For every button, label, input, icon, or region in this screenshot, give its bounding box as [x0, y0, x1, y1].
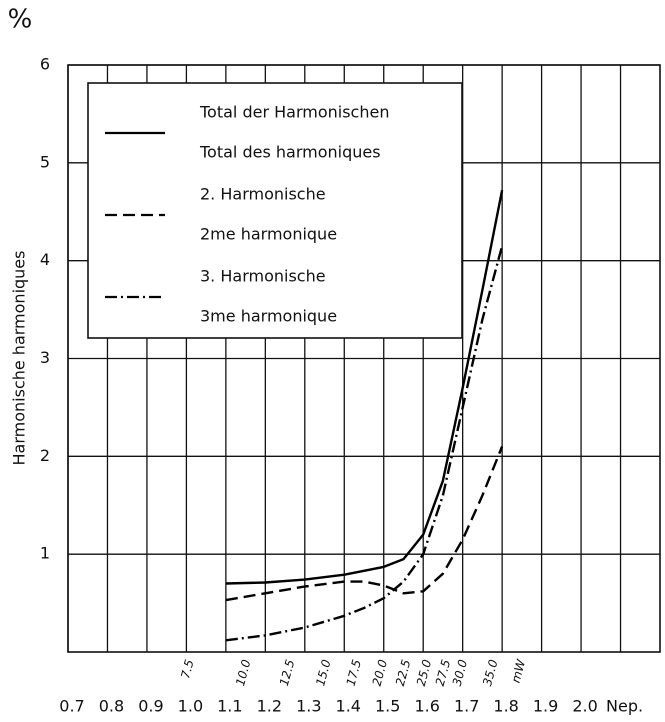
x2-tick-label: 27.5 [433, 658, 453, 687]
x2-tick-label: mW [509, 657, 529, 684]
unit-label: % [8, 5, 33, 35]
x-tick-label: 1.0 [178, 697, 203, 716]
legend-label: 2. Harmonische [200, 185, 326, 204]
y-tick-label: 5 [40, 152, 50, 171]
legend-box [87, 82, 463, 339]
y-tick-label: 2 [40, 446, 50, 465]
x-tick-label: 1.2 [257, 697, 282, 716]
series-line [225, 245, 504, 642]
x-tick-label: 1.9 [533, 697, 558, 716]
legend-label: 3me harmonique [200, 307, 337, 326]
series-line [225, 446, 504, 602]
x2-tick-label: 22.5 [393, 658, 413, 687]
x2-tick-label: 12.5 [277, 658, 297, 687]
x2-tick-label: 7.5 [178, 658, 196, 680]
x-tick-label: 2.0 [572, 697, 597, 716]
x2-tick-label: 35.0 [480, 658, 501, 688]
x2-tick-label: 15.0 [313, 658, 334, 688]
x-tick-label: 1.1 [217, 697, 242, 716]
x-tick-label: 0.8 [99, 697, 124, 716]
legend-label: 2me harmonique [200, 225, 337, 244]
x-tick-label: Nep. [606, 697, 643, 716]
x-tick-label: 1.5 [375, 697, 400, 716]
y-tick-label: 4 [40, 250, 50, 269]
x2-tick-label: 30.0 [450, 658, 471, 688]
x2-tick-label: 25.0 [414, 658, 435, 688]
y-axis-label: Harmonische harmoniques [10, 251, 29, 466]
y-tick-label: 6 [40, 55, 50, 74]
x-tick-label: 1.6 [414, 697, 439, 716]
x-tick-label: 1.8 [493, 697, 518, 716]
legend-label: Total des harmoniques [199, 143, 381, 162]
x-tick-label: 1.7 [454, 697, 479, 716]
x-tick-label: 0.9 [138, 697, 163, 716]
x2-tick-label: 10.0 [233, 658, 254, 688]
x2-tick-label: 17.5 [344, 658, 364, 687]
x2-tick-label: 20.0 [370, 658, 391, 688]
legend-label: 3. Harmonische [200, 267, 326, 286]
y-tick-label: 3 [40, 348, 50, 367]
x-tick-label: 1.3 [296, 697, 321, 716]
y-tick-label: 1 [40, 544, 50, 563]
x-tick-label: 0.7 [59, 697, 84, 716]
legend-label: Total der Harmonischen [199, 103, 389, 122]
x-tick-label: 1.4 [336, 697, 361, 716]
series-line [225, 189, 504, 585]
